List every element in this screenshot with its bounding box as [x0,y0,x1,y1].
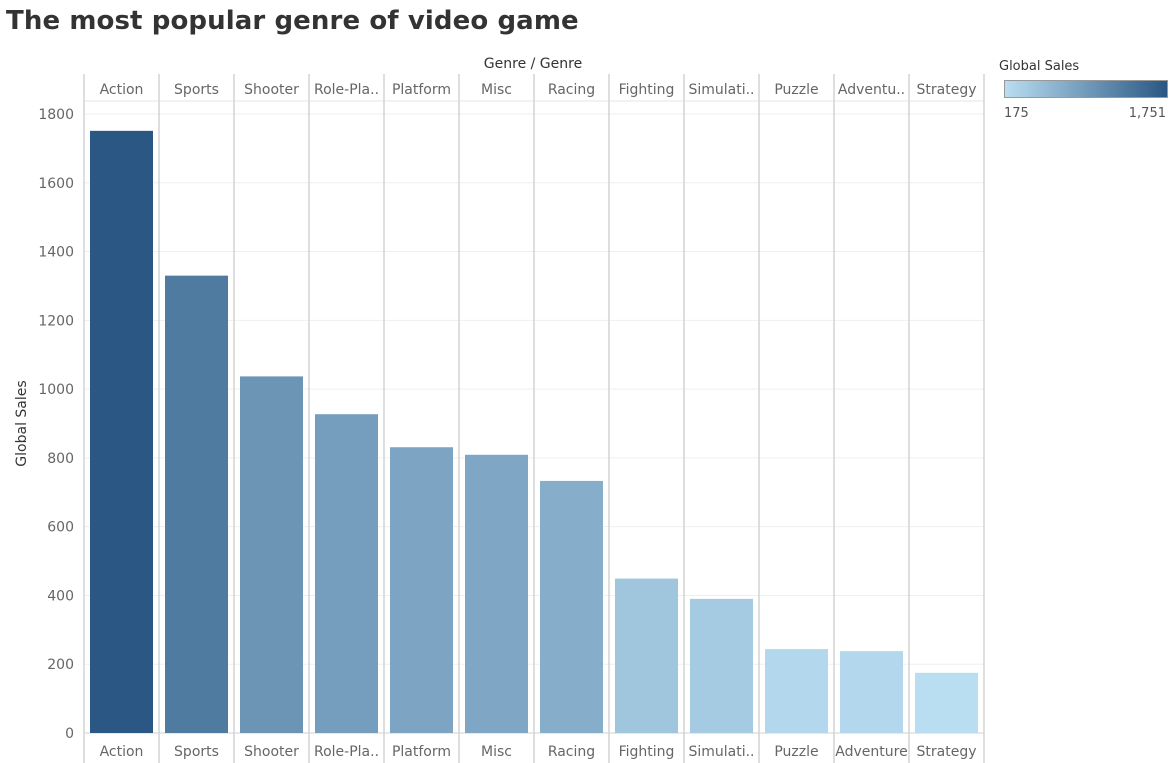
bars [90,130,978,733]
y-tick-label: 200 [47,657,74,673]
y-tick-label: 1200 [38,313,74,329]
bar-action [90,130,153,733]
category-axis-label: Fighting [619,744,675,760]
bar-adventure [840,651,903,733]
category-axis-label: Racing [548,744,595,760]
category-axis-label: Sports [174,744,219,760]
bar-shooter [240,376,303,733]
category-axis-label: Action [100,744,144,760]
bar-strategy [915,672,978,733]
category-header-label: Misc [481,82,512,98]
y-tick-label: 1000 [38,382,74,398]
y-tick-label: 600 [47,520,74,536]
bar-platform [390,447,453,733]
bar-chart: 0 200 400 600 800 1000 1200 1400 1600 1800 Genre /… [14,56,985,763]
category-header-label: Strategy [917,82,977,98]
y-tick-label: 800 [47,451,74,467]
category-header-label: Platform [392,82,451,98]
chart-title: The most popular genre of video game [6,6,579,36]
category-header-label: Sports [174,82,219,98]
category-header-label: Puzzle [774,82,818,98]
column-header-label: Genre / Genre [484,56,582,72]
bar-misc [465,454,528,733]
legend-color-ramp [1004,80,1168,98]
category-header-label: Shooter [244,82,299,98]
bar-racing [540,480,603,733]
category-axis-label: Role-Pla.. [314,744,379,760]
y-tick-label: 1400 [38,245,74,261]
category-header-label: Racing [548,82,595,98]
bar-role-playing [315,414,378,733]
y-axis-label: Global Sales [14,380,30,466]
y-tick-label: 1600 [38,176,74,192]
y-tick-label: 0 [65,726,74,742]
y-tick-label: 1800 [38,107,74,123]
category-header-label: Action [100,82,144,98]
category-header-label: Simulati.. [688,82,754,98]
category-header-label: Adventu.. [838,82,905,98]
category-axis-label: Strategy [917,744,977,760]
panel-dividers [83,74,985,763]
legend-max-label: 1,751 [1128,106,1166,121]
bar-puzzle [765,649,828,733]
legend-min-label: 175 [1004,106,1029,121]
category-axis-label: Simulati.. [688,744,754,760]
category-axis-label: Platform [392,744,451,760]
category-header-label: Role-Pla.. [314,82,379,98]
bar-simulation [690,598,753,733]
category-axis-label: Adventure [835,744,907,760]
bar-fighting [615,578,678,733]
category-header-label: Fighting [619,82,675,98]
category-axis-label: Puzzle [774,744,818,760]
bar-sports [165,275,228,733]
category-axis-label: Shooter [244,744,299,760]
legend-title: Global Sales [999,59,1080,74]
y-tick-label: 400 [47,588,74,604]
category-axis-label: Misc [481,744,512,760]
labels: 0 200 400 600 800 1000 1200 1400 1600 1800 Genre /… [14,56,977,760]
